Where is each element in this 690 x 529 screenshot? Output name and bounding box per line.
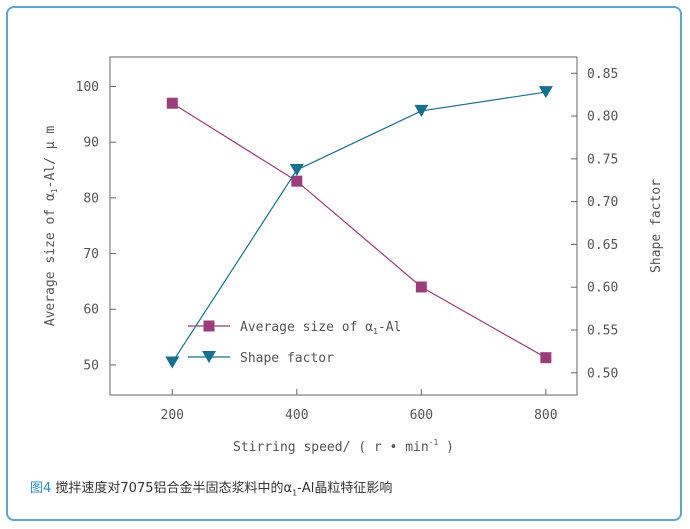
series-0 [166,97,552,364]
series-line [171,102,547,359]
data-point-square [166,97,178,109]
figure-frame [6,6,682,521]
data-point-triangle [414,104,429,117]
x-tick-label: 800 [534,408,557,423]
y-left-tick-label: 50 [83,358,99,373]
y-left-tick-label: 70 [83,247,99,262]
x-tick-label: 600 [410,408,433,423]
y-right-tick-label: 0.55 [587,323,618,338]
y-axis-right: 0.50 0.55 0.60 0.65 0.70 0.75 0.80 0.85 [571,67,618,381]
y-right-tick-label: 0.65 [587,238,618,253]
series-1 [165,86,553,369]
data-point-square [540,352,552,364]
series-line [171,91,546,363]
y-right-tick-label: 0.85 [587,67,618,82]
x-axis-title: Stirring speed/ ( r • min-1 ) [233,438,454,455]
y-left-tick-label: 80 [83,191,99,206]
x-tick-label: 200 [161,408,184,423]
legend-label-shape-factor: Shape factor [240,351,334,366]
legend-marker-triangle [202,351,216,363]
caption-text-end: -Al晶粒特征影响 [297,481,393,496]
data-point-triangle [289,163,304,176]
data-point-triangle [538,86,553,99]
y-axis-left: 50 60 70 80 90 100 [76,80,116,373]
caption-text: 搅拌速度对7075铝合金半固态浆料中的α [51,481,293,496]
y-right-tick-label: 0.70 [587,195,618,210]
series-layer [165,86,553,369]
figure-caption: 图4 搅拌速度对7075铝合金半固态浆料中的α1-Al晶粒特征影响 [30,477,392,498]
data-point-square [291,175,303,187]
data-point-square [415,281,427,293]
y-left-tick-label: 90 [83,136,99,151]
x-tick-label: 400 [285,408,308,423]
caption-subscript: 1 [292,488,298,498]
y-right-tick-label: 0.80 [587,110,618,125]
y-axis-left-title: Average size of α1-Al/ μ m [43,126,59,327]
y-axis-right-title: Shape factor [649,179,664,273]
legend-marker-square [203,320,215,332]
x-axis: 200 400 600 800 [161,389,558,423]
legend-item-shape-factor: Shape factor [188,351,334,366]
y-right-tick-label: 0.75 [587,152,618,167]
y-left-tick-label: 60 [83,303,99,318]
data-point-triangle [165,356,180,369]
y-right-tick-label: 0.50 [587,366,618,381]
legend: Average size of α1-Al Shape factor [188,320,401,366]
y-left-tick-label: 100 [76,80,99,95]
legend-item-average-size: Average size of α1-Al [188,320,401,336]
plot-area [109,56,578,396]
y-right-tick-label: 0.60 [587,281,618,296]
figure-number: 图4 [30,481,52,496]
legend-label-average-size: Average size of α1-Al [240,320,401,336]
